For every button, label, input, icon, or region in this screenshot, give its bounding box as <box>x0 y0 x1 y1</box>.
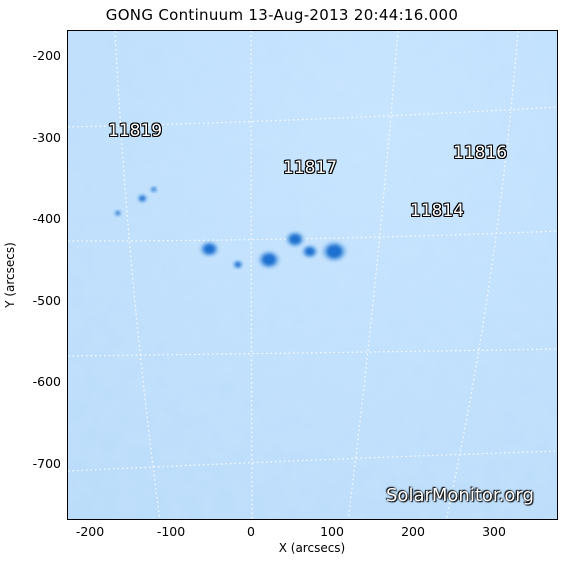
y-tick-label: -600 <box>32 374 61 389</box>
sunspot-umbra <box>304 247 315 256</box>
x-tick-label: 200 <box>401 524 425 539</box>
active-region-label: 11819 <box>108 121 163 141</box>
solar-disk-image <box>68 31 557 519</box>
y-tick-label: -200 <box>32 48 61 63</box>
sunspot-group <box>114 187 347 269</box>
solarmonitor-watermark: SolarMonitor.org <box>386 485 534 506</box>
active-region-label: 11814 <box>410 201 465 221</box>
active-region-label: 11816 <box>453 143 508 163</box>
grid-line <box>445 31 519 519</box>
y-tick-label: -400 <box>32 211 61 226</box>
y-axis-label: Y (arcsecs) <box>3 242 17 308</box>
active-region-label: 11817 <box>283 158 338 178</box>
grid-line <box>68 230 557 242</box>
sunspot-umbra <box>115 211 120 215</box>
x-tick-label: 100 <box>320 524 344 539</box>
x-tick-label: -200 <box>75 524 105 539</box>
sunspot-umbra <box>234 262 241 268</box>
image-title: GONG Continuum 13-Aug-2013 20:44:16.000 <box>105 6 459 24</box>
sunspot-umbra <box>203 243 216 255</box>
sunspot-umbra <box>289 234 302 245</box>
sunspot-umbra <box>326 244 343 259</box>
y-tick-label: -300 <box>32 130 61 145</box>
x-axis-label: X (arcsecs) <box>278 541 346 555</box>
heliographic-grid <box>68 31 557 519</box>
grid-line <box>347 31 399 519</box>
sunspot-umbra <box>151 187 156 192</box>
solar-image-panel <box>67 30 558 520</box>
x-tick-label: -100 <box>156 524 186 539</box>
sunspot-umbra <box>139 195 146 201</box>
grid-line <box>68 106 557 128</box>
x-tick-label: 0 <box>247 524 255 539</box>
grid-line <box>114 31 161 519</box>
y-tick-label: -700 <box>32 456 61 471</box>
sunspot-umbra <box>261 253 276 266</box>
grid-line <box>68 450 557 472</box>
x-tick-label: 300 <box>482 524 506 539</box>
grid-line <box>68 348 557 357</box>
y-tick-label: -500 <box>32 293 61 308</box>
grid-line <box>250 31 253 519</box>
